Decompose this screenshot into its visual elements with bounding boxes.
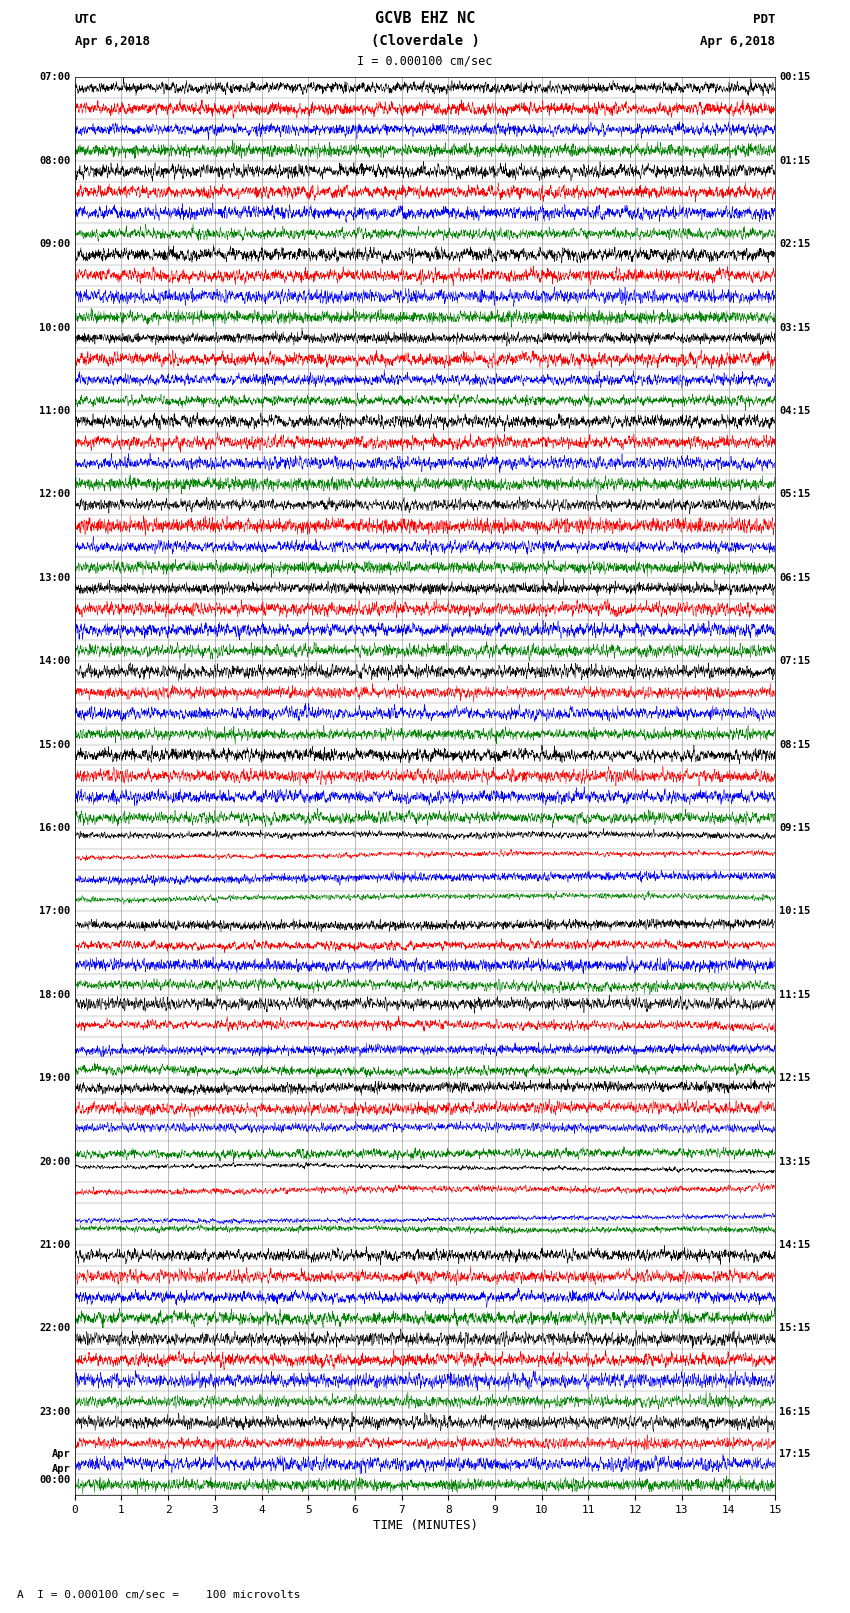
Text: 21:00: 21:00 <box>39 1240 71 1250</box>
Text: 04:15: 04:15 <box>779 406 811 416</box>
Text: 11:00: 11:00 <box>39 406 71 416</box>
Text: 15:00: 15:00 <box>39 740 71 750</box>
Text: A  I = 0.000100 cm/sec =    100 microvolts: A I = 0.000100 cm/sec = 100 microvolts <box>17 1590 301 1600</box>
Text: 13:00: 13:00 <box>39 573 71 582</box>
Text: 12:15: 12:15 <box>779 1073 811 1084</box>
Text: 10:00: 10:00 <box>39 323 71 332</box>
Text: 17:00: 17:00 <box>39 907 71 916</box>
Text: 15:15: 15:15 <box>779 1323 811 1334</box>
Text: 13:15: 13:15 <box>779 1157 811 1166</box>
Text: Apr
00:00: Apr 00:00 <box>39 1465 71 1486</box>
Text: 07:15: 07:15 <box>779 656 811 666</box>
Text: Apr 6,2018: Apr 6,2018 <box>75 35 150 48</box>
Text: I = 0.000100 cm/sec: I = 0.000100 cm/sec <box>357 55 493 68</box>
Text: UTC: UTC <box>75 13 97 26</box>
Text: 11:15: 11:15 <box>779 990 811 1000</box>
Text: 19:00: 19:00 <box>39 1073 71 1084</box>
Text: Apr 6,2018: Apr 6,2018 <box>700 35 775 48</box>
Text: 16:15: 16:15 <box>779 1407 811 1416</box>
Text: 08:00: 08:00 <box>39 156 71 166</box>
Text: (Cloverdale ): (Cloverdale ) <box>371 34 479 48</box>
Text: 02:15: 02:15 <box>779 239 811 250</box>
Text: 06:15: 06:15 <box>779 573 811 582</box>
Text: 14:00: 14:00 <box>39 656 71 666</box>
Text: 17:15: 17:15 <box>779 1448 811 1458</box>
Text: 09:15: 09:15 <box>779 823 811 832</box>
Text: 23:00: 23:00 <box>39 1407 71 1416</box>
Text: 01:15: 01:15 <box>779 156 811 166</box>
Text: 20:00: 20:00 <box>39 1157 71 1166</box>
Text: PDT: PDT <box>753 13 775 26</box>
Text: 00:15: 00:15 <box>779 73 811 82</box>
X-axis label: TIME (MINUTES): TIME (MINUTES) <box>372 1519 478 1532</box>
Text: Apr: Apr <box>52 1448 71 1458</box>
Text: GCVB EHZ NC: GCVB EHZ NC <box>375 11 475 26</box>
Text: 08:15: 08:15 <box>779 740 811 750</box>
Text: 18:00: 18:00 <box>39 990 71 1000</box>
Text: 03:15: 03:15 <box>779 323 811 332</box>
Text: 22:00: 22:00 <box>39 1323 71 1334</box>
Text: 14:15: 14:15 <box>779 1240 811 1250</box>
Text: 10:15: 10:15 <box>779 907 811 916</box>
Text: 07:00: 07:00 <box>39 73 71 82</box>
Text: 12:00: 12:00 <box>39 489 71 500</box>
Text: 09:00: 09:00 <box>39 239 71 250</box>
Text: 05:15: 05:15 <box>779 489 811 500</box>
Text: 16:00: 16:00 <box>39 823 71 832</box>
